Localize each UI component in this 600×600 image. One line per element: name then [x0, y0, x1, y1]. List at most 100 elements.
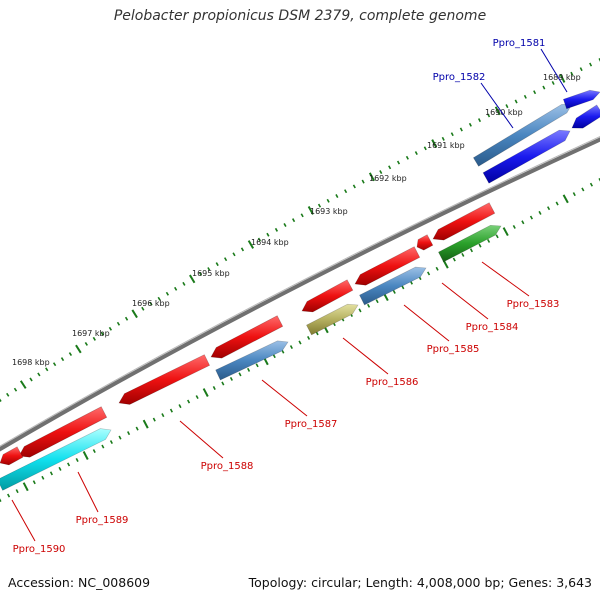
minor-tick [75, 458, 79, 462]
major-tick [75, 344, 82, 354]
minor-tick [495, 234, 499, 239]
scale-label: 1690 kbp [485, 108, 523, 117]
minor-tick [375, 299, 379, 304]
major-tick [368, 172, 375, 182]
minor-tick [221, 381, 225, 386]
outer-tick-track [0, 58, 600, 402]
major-tick [22, 482, 29, 492]
minor-tick [514, 99, 518, 104]
minor-tick [521, 220, 525, 225]
minor-tick [215, 262, 219, 267]
minor-tick [598, 178, 600, 182]
minor-tick [572, 192, 576, 197]
minor-tick [452, 257, 456, 262]
minor-tick [37, 372, 41, 377]
minor-tick [344, 189, 348, 194]
leader-line [540, 48, 568, 93]
major-tick [189, 274, 196, 284]
feature-ppro-1584-small [416, 234, 434, 251]
scale-label: 1692 kbp [369, 174, 407, 183]
gene-features [0, 89, 600, 491]
minor-tick [598, 58, 600, 62]
major-tick [431, 139, 438, 149]
minor-tick [67, 462, 71, 467]
minor-tick [405, 155, 409, 160]
major-tick [131, 309, 138, 319]
minor-tick [7, 493, 11, 498]
minor-tick [274, 227, 279, 232]
minor-tick [247, 367, 251, 372]
minor-tick [92, 449, 96, 454]
minor-tick [401, 285, 405, 290]
minor-tick [0, 398, 2, 402]
scale-label: 1691 kbp [427, 141, 465, 150]
minor-tick [0, 498, 2, 502]
minor-tick [388, 165, 392, 170]
minor-tick [238, 372, 242, 377]
minor-tick [84, 341, 88, 346]
minor-tick [450, 132, 454, 137]
minor-tick [589, 62, 593, 67]
scale-label: 1689 kbp [543, 73, 581, 82]
leader-line [480, 82, 514, 129]
minor-tick [326, 198, 330, 203]
major-tick [82, 451, 89, 460]
minor-tick [45, 367, 49, 372]
feature-ppro-1585 [359, 266, 427, 306]
scale-labels: 1689 kbp 1690 kbp 1691 kbp 1692 kbp 1693 kbp… [12, 73, 581, 367]
minor-tick [487, 113, 491, 118]
minor-tick [283, 223, 287, 227]
minor-tick [49, 471, 53, 476]
minor-tick [165, 291, 170, 296]
minor-tick [6, 392, 10, 397]
major-tick [562, 194, 569, 204]
major-tick [307, 206, 314, 215]
minor-tick [92, 336, 96, 341]
gene-label: Ppro_1587 [285, 419, 338, 430]
major-tick [559, 73, 566, 83]
scale-label: 1696 kbp [132, 299, 170, 308]
minor-tick [523, 94, 527, 99]
minor-tick [15, 489, 19, 494]
minor-tick [52, 362, 57, 367]
minor-tick [141, 306, 145, 311]
minor-tick [232, 252, 236, 257]
minor-tick [392, 290, 396, 294]
feature-ppro-1581a [482, 129, 571, 184]
minor-tick [505, 104, 509, 109]
minor-tick [60, 357, 65, 362]
leader-line [77, 471, 99, 513]
feature-ppro-1584 [432, 202, 496, 241]
minor-tick [58, 466, 62, 471]
inner-tick-track [0, 178, 600, 502]
minor-tick [289, 345, 293, 350]
minor-tick [292, 218, 296, 223]
minor-tick [538, 210, 542, 215]
minor-tick [570, 71, 574, 76]
leader-line [11, 499, 36, 542]
minor-tick [555, 201, 559, 206]
feature-ppro-1589 [0, 428, 112, 491]
gene-label: Ppro_1586 [366, 377, 419, 388]
minor-tick [317, 203, 322, 208]
minor-tick [169, 408, 173, 413]
minor-tick [178, 404, 182, 409]
major-tick [202, 388, 209, 397]
gene-label: Ppro_1583 [507, 299, 560, 310]
minor-tick [29, 377, 33, 382]
minor-tick [272, 354, 276, 359]
minor-tick [307, 335, 311, 340]
minor-tick [579, 67, 583, 72]
minor-tick [461, 252, 465, 257]
feature-ppro-1588 [118, 354, 211, 405]
minor-tick [207, 267, 211, 272]
minor-tick [41, 475, 45, 480]
topology-label: Topology: circular; Length: 4,008,000 bp… [248, 575, 592, 590]
feature-ppro-1585-red [354, 246, 421, 286]
minor-tick [109, 440, 113, 445]
minor-tick [367, 303, 371, 308]
minor-tick [379, 170, 383, 175]
leader-line [441, 282, 489, 320]
feature-ppro-1587 [215, 340, 289, 381]
minor-tick [174, 286, 178, 291]
